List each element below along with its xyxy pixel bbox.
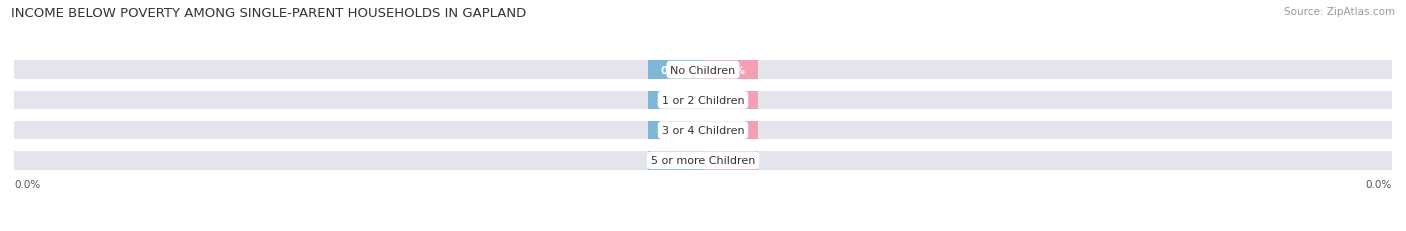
Text: 0.0%: 0.0%	[716, 156, 745, 166]
Text: 5 or more Children: 5 or more Children	[651, 156, 755, 166]
Text: 0.0%: 0.0%	[661, 65, 690, 75]
Text: 0.0%: 0.0%	[661, 156, 690, 166]
Bar	[703, 61, 758, 80]
Bar	[703, 151, 758, 170]
Text: 1 or 2 Children: 1 or 2 Children	[662, 95, 744, 105]
Text: 0.0%: 0.0%	[14, 179, 41, 189]
Text: 3 or 4 Children: 3 or 4 Children	[662, 126, 744, 136]
Text: INCOME BELOW POVERTY AMONG SINGLE-PARENT HOUSEHOLDS IN GAPLAND: INCOME BELOW POVERTY AMONG SINGLE-PARENT…	[11, 7, 526, 20]
Text: 0.0%: 0.0%	[1365, 179, 1392, 189]
Text: Source: ZipAtlas.com: Source: ZipAtlas.com	[1284, 7, 1395, 17]
Text: No Children: No Children	[671, 65, 735, 75]
Bar	[14, 61, 1392, 80]
Bar	[14, 91, 1392, 110]
Bar	[14, 121, 1392, 140]
Bar	[703, 91, 758, 110]
Text: 0.0%: 0.0%	[716, 65, 745, 75]
Bar	[648, 61, 703, 80]
Text: 0.0%: 0.0%	[661, 126, 690, 136]
Text: 0.0%: 0.0%	[661, 95, 690, 105]
Bar	[14, 151, 1392, 170]
Bar	[648, 151, 703, 170]
Bar	[648, 121, 703, 140]
Bar	[703, 121, 758, 140]
Text: 0.0%: 0.0%	[716, 95, 745, 105]
Text: 0.0%: 0.0%	[716, 126, 745, 136]
Bar	[648, 91, 703, 110]
